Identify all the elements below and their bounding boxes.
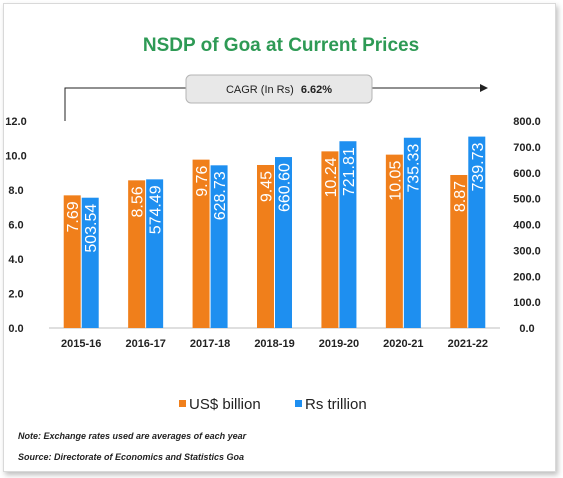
- data-label-rs-trillion: 735.33: [405, 144, 422, 193]
- data-label-us-billion: 8.56: [130, 186, 147, 217]
- x-tick-label: 2021-22: [448, 338, 488, 350]
- y-right-tick-label: 300.0: [513, 245, 541, 257]
- bar-us-billion: [63, 195, 81, 328]
- data-labels: 7.69 503.54 8.56 574.49 9.76 628.73 9.45 660.60…: [65, 142, 487, 252]
- legend-label-us-billion: US$ billion: [189, 396, 261, 413]
- bar-rs-trillion: [81, 197, 99, 328]
- y-right-tick-label: 200.0: [513, 271, 541, 283]
- cagr-text: CAGR (In Rs) 6.62%: [226, 84, 332, 96]
- y-right-tick-label: 0.0: [519, 323, 534, 335]
- y-left-tick-label: 0.0: [8, 323, 23, 335]
- data-label-us-billion: 9.76: [194, 166, 211, 197]
- legend-swatch-rs-trillion: [295, 400, 302, 407]
- cagr-arrow-head-icon: [480, 84, 488, 92]
- cagr-box: [185, 74, 373, 104]
- source-note: Source: Directorate of Economics and Sta…: [18, 452, 244, 462]
- x-tick-label: 2019-20: [319, 338, 359, 350]
- bar-us-billion: [450, 174, 468, 328]
- y-right-tick-label: 700.0: [513, 142, 541, 154]
- cagr-value: 6.62%: [301, 84, 332, 96]
- data-label-us-billion: 8.87: [452, 181, 469, 212]
- bar-us-billion: [192, 159, 210, 328]
- y-right-tick-label: 600.0: [513, 168, 541, 180]
- y-right-tick-label: 500.0: [513, 194, 541, 206]
- bar-rs-trillion: [468, 136, 486, 328]
- bar-us-billion: [321, 151, 339, 328]
- y-right-tick-label: 800.0: [513, 116, 541, 128]
- y-left-tick-label: 10.0: [5, 151, 26, 163]
- y-right-tick-label: 100.0: [513, 297, 541, 309]
- data-label-rs-trillion: 660.60: [277, 163, 294, 212]
- x-tick-label: 2020-21: [383, 338, 423, 350]
- data-label-rs-trillion: 503.54: [83, 204, 100, 253]
- x-tick-label: 2015-16: [61, 338, 101, 350]
- bar-rs-trillion: [210, 165, 228, 328]
- y-left-tick-label: 2.0: [8, 289, 23, 301]
- bar-rs-trillion: [275, 157, 292, 328]
- data-label-rs-trillion: 739.73: [470, 142, 487, 191]
- cagr-label: CAGR (In Rs): [226, 84, 294, 96]
- bar-rs-trillion: [146, 179, 164, 328]
- data-label-rs-trillion: 574.49: [148, 185, 165, 234]
- y-left-tick-label: 12.0: [5, 116, 26, 128]
- y-right-tick-label: 400.0: [513, 220, 541, 232]
- data-label-us-billion: 7.69: [65, 201, 82, 232]
- cagr-annotation: CAGR (In Rs) 6.62%: [64, 74, 488, 121]
- bar-us-billion: [385, 154, 403, 328]
- bar-us-billion: [257, 164, 274, 328]
- data-label-us-billion: 10.24: [323, 157, 340, 197]
- x-tick-label: 2016-17: [125, 338, 165, 350]
- bars: [63, 136, 486, 328]
- axes: 0.0 2.0 4.0 6.0 8.0 10.0 12.0 0.0 100.0 200.0 300.…: [5, 116, 540, 350]
- legend: US$ billion Rs trillion: [179, 396, 367, 413]
- y-left-tick-label: 6.0: [8, 220, 23, 232]
- x-tick-label: 2018-19: [254, 338, 294, 350]
- bar-rs-trillion: [403, 137, 421, 328]
- legend-swatch-us-billion: [179, 400, 186, 407]
- bar-rs-trillion: [339, 141, 357, 328]
- data-label-us-billion: 10.05: [387, 161, 404, 201]
- chart-title: NSDP of Goa at Current Prices: [143, 35, 419, 56]
- data-label-rs-trillion: 628.73: [212, 171, 229, 220]
- legend-label-rs-trillion: Rs trillion: [305, 396, 367, 413]
- x-tick-label: 2017-18: [190, 338, 230, 350]
- exchange-rate-note: Note: Exchange rates used are averages o…: [18, 431, 247, 441]
- bar-us-billion: [128, 180, 146, 328]
- data-label-rs-trillion: 721.81: [341, 147, 358, 196]
- y-left-tick-label: 8.0: [8, 185, 23, 197]
- y-left-tick-label: 4.0: [8, 254, 23, 266]
- data-label-us-billion: 9.45: [259, 171, 276, 202]
